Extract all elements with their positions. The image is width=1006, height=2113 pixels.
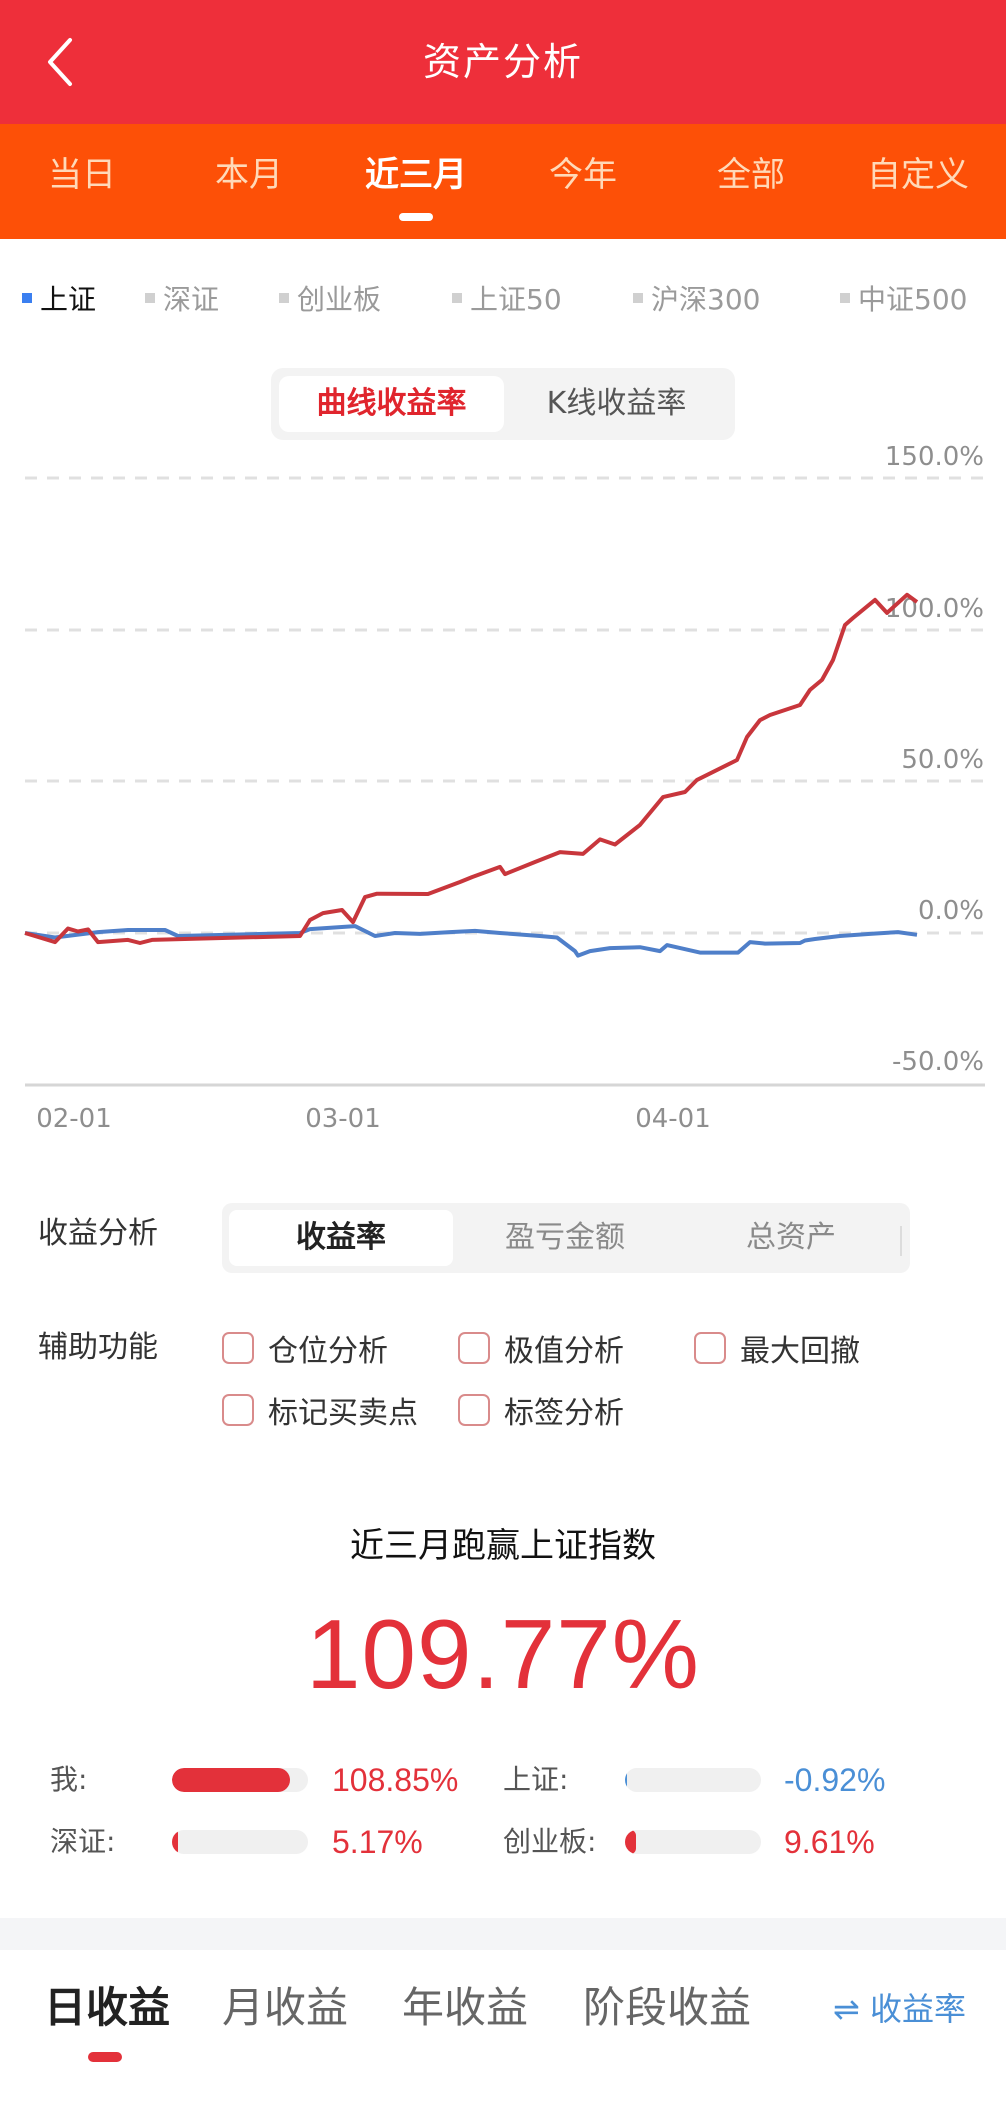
segment-divider <box>900 1226 902 1256</box>
compare-bar-chinext <box>625 1830 761 1854</box>
return-line-chart[interactable] <box>0 440 1006 1100</box>
tab-this-year[interactable]: 今年 <box>549 155 617 195</box>
total-assets-option[interactable]: 总资产 <box>746 1220 836 1255</box>
compare-label-chinext: 创业板: <box>503 1825 597 1858</box>
checkbox-icon <box>458 1332 490 1364</box>
analysis-label: 收益分析 <box>38 1216 158 1251</box>
period-tab-bar: 当日 本月 近三月 今年 全部 自定义 <box>0 124 1006 239</box>
assist-label: 辅助功能 <box>38 1330 158 1365</box>
compare-bar-shanghai <box>625 1768 761 1792</box>
checkbox-mark-trades[interactable]: 标记买卖点 <box>222 1388 418 1432</box>
y-tick-minus-50: -50.0% <box>892 1047 984 1077</box>
compare-bar-shenzhen <box>172 1830 308 1854</box>
compare-label-me: 我: <box>50 1763 88 1796</box>
compare-value-chinext: 9.61% <box>784 1824 875 1860</box>
checkbox-position-analysis[interactable]: 仓位分析 <box>222 1326 388 1370</box>
return-rate-option[interactable]: 收益率 <box>229 1210 453 1266</box>
my-return-line <box>24 592 919 945</box>
tab-period-return[interactable]: 阶段收益 <box>583 1983 752 2032</box>
bar-fill <box>625 1830 636 1854</box>
x-tick-apr: 04-01 <box>635 1104 711 1134</box>
bottom-tab-indicator <box>88 2052 122 2062</box>
checkbox-tag-analysis[interactable]: 标签分析 <box>458 1388 624 1432</box>
active-tab-indicator <box>399 213 433 221</box>
outperform-headline: 近三月跑赢上证指数 <box>350 1526 656 1566</box>
compare-value-shenzhen: 5.17% <box>332 1824 423 1860</box>
legend-item-csi300[interactable]: 沪深300 <box>633 278 760 318</box>
tab-monthly-return[interactable]: 月收益 <box>222 1983 349 2032</box>
tab-this-month[interactable]: 本月 <box>215 155 283 195</box>
tab-last-three-months[interactable]: 近三月 <box>365 155 467 195</box>
legend-item-chinext[interactable]: 创业板 <box>279 278 381 318</box>
x-tick-mar: 03-01 <box>305 1104 381 1134</box>
tab-daily-return[interactable]: 日收益 <box>44 1983 171 2032</box>
compare-label-shanghai: 上证: <box>503 1763 569 1796</box>
legend-item-csi500[interactable]: 中证500 <box>840 278 967 318</box>
profit-loss-option[interactable]: 盈亏金额 <box>505 1220 625 1255</box>
tab-today[interactable]: 当日 <box>48 155 116 195</box>
y-tick-150: 150.0% <box>884 442 984 472</box>
legend-swatch-icon <box>22 293 32 303</box>
legend-swatch-icon <box>633 293 643 303</box>
checkbox-icon <box>694 1332 726 1364</box>
chart-mode-toggle: 曲线收益率 K线收益率 <box>271 368 735 440</box>
compare-value-shanghai: -0.92% <box>784 1762 886 1798</box>
checkbox-icon <box>222 1394 254 1426</box>
legend-swatch-icon <box>452 293 462 303</box>
y-tick-0: 0.0% <box>917 896 984 926</box>
swap-arrows-icon: ⇌ <box>833 1990 860 2028</box>
legend-swatch-icon <box>145 293 155 303</box>
tab-custom[interactable]: 自定义 <box>867 155 969 195</box>
return-rate-toggle[interactable]: ⇌ 收益率 <box>833 1990 966 2028</box>
checkbox-extreme-analysis[interactable]: 极值分析 <box>458 1326 624 1370</box>
legend-item-shanghai[interactable]: 上证 <box>22 278 96 318</box>
app-header: 资产分析 <box>0 0 1006 124</box>
analysis-toggle: 收益率 盈亏金额 总资产 <box>222 1203 910 1273</box>
bar-fill <box>172 1830 178 1854</box>
y-tick-50: 50.0% <box>901 745 984 775</box>
tab-all[interactable]: 全部 <box>717 155 785 195</box>
compare-bar-me <box>172 1768 308 1792</box>
legend-swatch-icon <box>279 293 289 303</box>
tab-yearly-return[interactable]: 年收益 <box>402 1983 529 2032</box>
bar-fill <box>625 1768 627 1792</box>
checkbox-max-drawdown[interactable]: 最大回撤 <box>694 1326 860 1370</box>
bar-fill <box>172 1768 290 1792</box>
x-tick-feb: 02-01 <box>36 1104 112 1134</box>
legend-item-shenzhen[interactable]: 深证 <box>145 278 219 318</box>
shanghai-index-line <box>24 924 918 958</box>
section-divider <box>0 1918 1006 1950</box>
chevron-left-icon[interactable] <box>40 34 90 90</box>
legend-swatch-icon <box>840 293 850 303</box>
legend-item-sse50[interactable]: 上证50 <box>452 278 562 318</box>
curve-return-option[interactable]: 曲线收益率 <box>279 376 504 432</box>
compare-value-me: 108.85% <box>332 1762 459 1798</box>
kline-return-option[interactable]: K线收益率 <box>546 386 687 421</box>
checkbox-icon <box>222 1332 254 1364</box>
checkbox-icon <box>458 1394 490 1426</box>
outperform-value: 109.77% <box>306 1599 700 1709</box>
compare-label-shenzhen: 深证: <box>50 1825 116 1858</box>
page-title: 资产分析 <box>422 40 583 84</box>
